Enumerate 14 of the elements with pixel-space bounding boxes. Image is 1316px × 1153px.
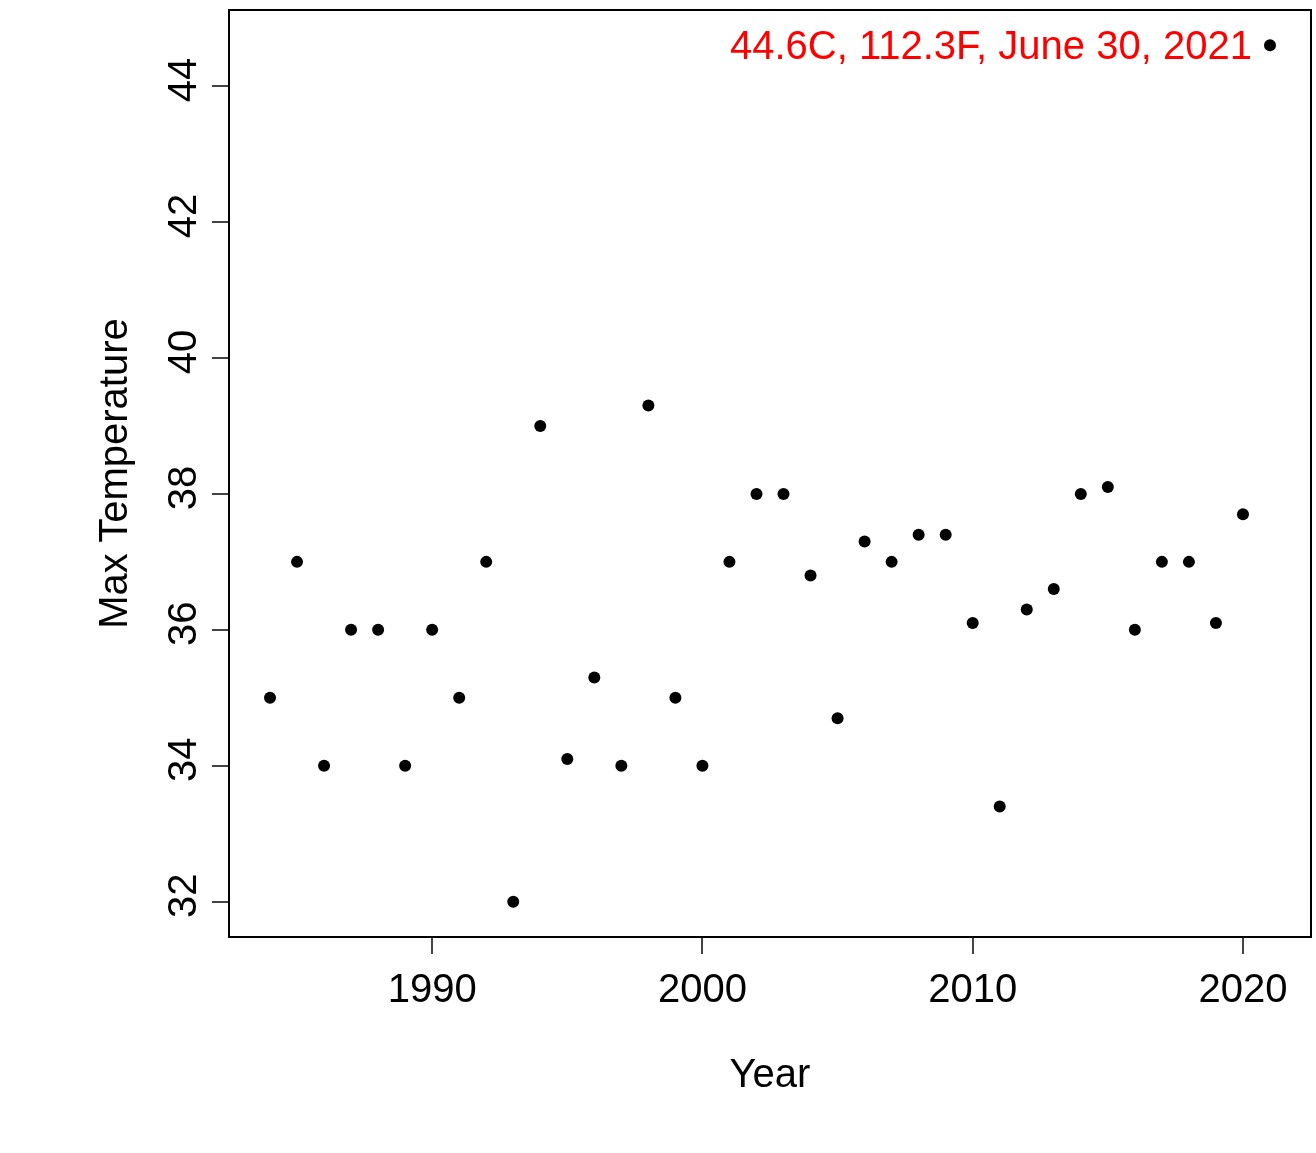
y-tick-label: 44 xyxy=(160,57,204,103)
x-tick-label: 2010 xyxy=(928,966,1018,1010)
y-tick-label: 32 xyxy=(160,873,204,918)
y-tick-label: 38 xyxy=(160,465,204,511)
y-axis-title: Max Temperature xyxy=(91,318,135,629)
y-tick-label: 40 xyxy=(160,329,204,375)
annotation: 44.6C, 112.3F, June 30, 2021 xyxy=(730,23,1252,67)
x-tick-label: 2020 xyxy=(1198,966,1288,1010)
y-tick-label: 42 xyxy=(160,193,204,239)
x-tick-label: 2000 xyxy=(657,966,747,1010)
y-tick-label: 34 xyxy=(160,737,204,783)
y-tick-label: 36 xyxy=(160,601,204,647)
x-tick-label: 1990 xyxy=(387,966,477,1010)
x-axis-title: Year xyxy=(729,1051,811,1095)
